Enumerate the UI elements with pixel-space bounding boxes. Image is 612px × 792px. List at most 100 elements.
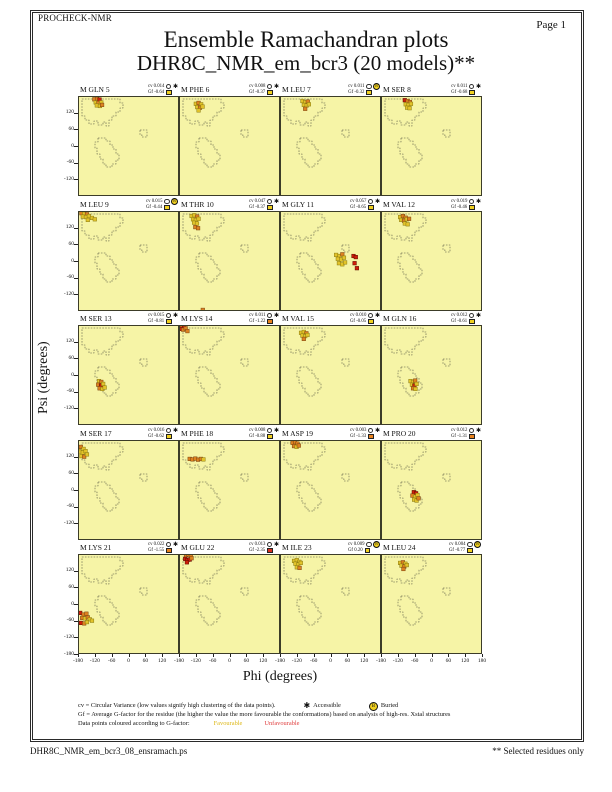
- beta-region-outline: [182, 327, 225, 356]
- y-tick-label: -60: [66, 159, 74, 166]
- cv-value: cv 0.008: [248, 427, 266, 433]
- cv-row: cv 0.047 ✱: [249, 199, 279, 205]
- y-tick-mark: [74, 408, 78, 410]
- gf-colour-swatch: [267, 89, 273, 96]
- x-tick-mark: [330, 654, 332, 657]
- data-point: [85, 217, 90, 222]
- subplot-m-thr-10: M THR 10 cv 0.047 ✱ Gf -0.37: [179, 198, 280, 311]
- subplot-stats: cv 0.015 ✱ Gf -0.81: [148, 313, 179, 325]
- plot-border: [280, 325, 381, 425]
- plot-border: [179, 325, 280, 425]
- data-point: [200, 307, 205, 311]
- residue-label: M SER 13: [80, 314, 112, 323]
- subplot-stats: cv 0.047 ✱ Gf -0.37: [249, 199, 280, 211]
- data-point: [189, 556, 194, 561]
- x-tick-label: 120: [461, 658, 470, 664]
- subplot-header: M GLY 11 cv 0.057 ✱ Gf -0.65: [280, 198, 381, 211]
- y-tick-mark: [74, 341, 78, 343]
- plot-background: [179, 325, 280, 425]
- y-tick-mark: [74, 146, 78, 147]
- cv-qualifier-icon: [367, 312, 374, 319]
- subplot-m-phe-18: M PHE 18 cv 0.008 ✱ Gf -0.88: [179, 427, 280, 540]
- l-alpha-region-outline: [240, 244, 249, 253]
- gf-colour-swatch: [166, 433, 172, 440]
- y-tick-mark: [74, 129, 78, 131]
- x-tick-label: -180: [173, 658, 185, 664]
- y-tick-label: -120: [63, 291, 74, 298]
- cv-value: cv 0.014: [147, 83, 165, 89]
- gf-value: Gf -0.88: [248, 433, 266, 439]
- x-axis-label: Phi (degrees): [242, 669, 318, 684]
- gf-colour-swatch: [467, 547, 474, 554]
- x-tick-label: -120: [291, 658, 302, 664]
- accessible-icon: ✱: [273, 312, 279, 319]
- subplot-m-ser-17: M SER 17 cv 0.016 ✱ Gf -0.62: [78, 427, 179, 540]
- beta-region-outline: [182, 556, 225, 585]
- gf-colour-swatch: [368, 318, 374, 325]
- cv-row: cv 0.008 ✱: [249, 428, 279, 434]
- plot-background: [280, 325, 381, 425]
- y-tick-label: 120: [65, 453, 74, 460]
- y-tick-label: 0: [71, 142, 74, 149]
- gf-row: Gf -0.37: [249, 205, 279, 211]
- subplot-stats: cv 0.004 B Gf -0.77: [449, 541, 482, 554]
- gf-row: Gf -1.31: [451, 434, 481, 440]
- l-alpha-region-outline: [240, 129, 249, 138]
- y-tick-mark: [74, 523, 78, 525]
- cv-qualifier-icon: [165, 312, 172, 319]
- y-axis-label: Psi (degrees): [36, 341, 51, 414]
- x-tick-label: -60: [208, 658, 217, 664]
- data-point: [336, 261, 341, 266]
- beta-region-outline: [283, 442, 326, 471]
- gf-value: Gf -0.37: [248, 89, 266, 95]
- l-alpha-region-outline: [240, 358, 249, 367]
- y-tick-mark: [74, 490, 78, 491]
- plot-border: [280, 211, 381, 311]
- ramachandran-plot: [381, 325, 482, 425]
- accessible-icon: ✱: [273, 541, 279, 548]
- subplot-header: M GLN 16 cv 0.012 ✱ Gf -0.61: [381, 312, 482, 325]
- cv-value: cv 0.015: [147, 312, 165, 318]
- data-point: [401, 566, 406, 572]
- y-tick-mark: [74, 179, 78, 181]
- y-tick-mark: [74, 604, 78, 605]
- residue-label: M VAL 12: [383, 200, 415, 209]
- plot-border: [179, 440, 280, 540]
- x-tick-label: 0: [329, 658, 332, 664]
- plot-background: [381, 325, 482, 425]
- y-tick-label: 0: [71, 486, 74, 493]
- beta-region-outline: [384, 442, 427, 471]
- subplot-stats: cv 0.008 ✱ Gf -0.88: [249, 428, 280, 440]
- beta-region-outline: [182, 213, 225, 242]
- beta-region-outline: [182, 442, 225, 471]
- subplot-m-ser-8: M SER 8 cv 0.011 ✱ Gf -0.68: [381, 83, 482, 196]
- gf-row: Gf -0.37: [249, 90, 279, 96]
- beta-region-outline: [384, 556, 427, 585]
- ramachandran-plot: [280, 440, 381, 540]
- x-tick-label: -120: [190, 658, 201, 664]
- cv-value: cv 0.022: [147, 541, 165, 547]
- legend-unfavourable-label: Unfavourable: [264, 719, 300, 727]
- data-point: [184, 560, 189, 565]
- data-point: [416, 496, 421, 501]
- accessible-icon: ✱: [172, 427, 178, 434]
- subplot-header: M VAL 15 cv 0.010 ✱ Gf -0.05: [280, 312, 381, 325]
- gf-value: Gf 0.20: [347, 547, 363, 553]
- l-alpha-region-outline: [442, 244, 451, 253]
- subplot-header: M PHE 18 cv 0.008 ✱ Gf -0.88: [179, 427, 280, 440]
- subplot-header: M LEU 9 cv 0.015 B Gf -0.44: [78, 198, 179, 211]
- gf-value: Gf -0.32: [348, 89, 365, 95]
- x-tick-label: -180: [274, 658, 286, 664]
- gf-value: Gf -0.46: [450, 204, 468, 210]
- residue-label: M LYS 21: [80, 543, 112, 552]
- ramachandran-plot: [179, 211, 280, 311]
- gf-value: Gf -2.35: [248, 547, 266, 553]
- plot-border: [280, 96, 381, 196]
- ramachandran-plot: [179, 440, 280, 540]
- data-point: [196, 108, 201, 113]
- residue-label: M PRO 20: [383, 429, 416, 438]
- cv-qualifier-icon: [366, 541, 372, 548]
- subplot-m-asp-19: M ASP 19 cv 0.003 ✱ Gf -1.33: [280, 427, 381, 540]
- data-point: [301, 336, 306, 341]
- buried-icon: B: [373, 83, 380, 90]
